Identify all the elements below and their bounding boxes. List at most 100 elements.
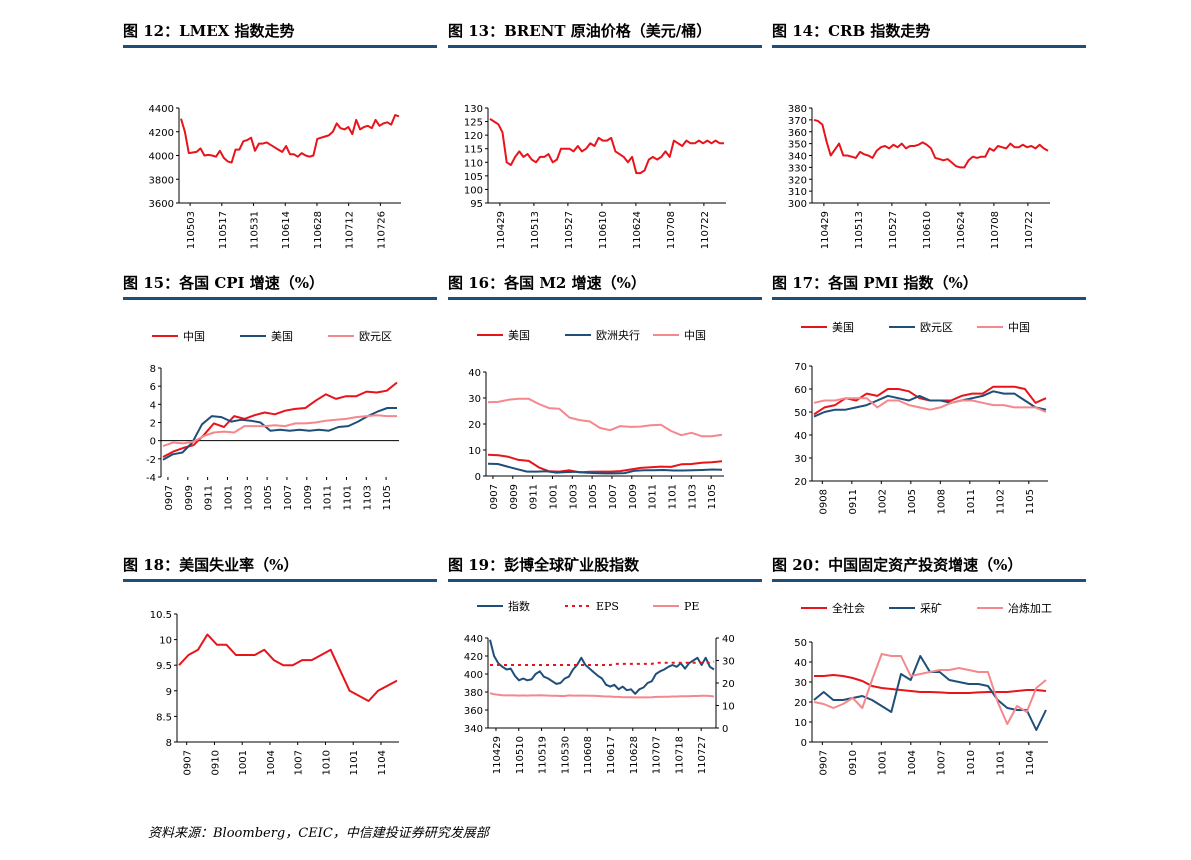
- chart-panel-m2: 图 16：各国 M2 增速（%） 0 10 20 30 40 0907 0909 0911 10…: [448, 271, 762, 541]
- x-tick-label: 110513: [854, 211, 865, 249]
- chart-title: 图 14：CRB 指数走势: [772, 22, 931, 40]
- x-tick-label: 1005: [263, 485, 274, 510]
- x-tick-label: 110712: [345, 211, 356, 249]
- x-tick-label: 0907: [818, 750, 829, 775]
- x-tick-label: 1003: [568, 484, 579, 509]
- y-tick-label: 4: [150, 400, 156, 411]
- chart-title: 图 15：各国 CPI 增速（%）: [123, 274, 325, 292]
- y-tick-label: 20: [468, 420, 481, 431]
- x-tick-label: 0911: [848, 489, 859, 514]
- x-tick-label: 1010: [966, 750, 977, 775]
- y-tick-label: 40: [468, 368, 481, 379]
- x-tick-label: 0907: [489, 484, 500, 509]
- y-tick-label: 0: [150, 437, 156, 448]
- y-tick-label: 0: [475, 472, 481, 483]
- y-tick-label: 8.5: [156, 712, 172, 723]
- x-tick-label: 1101: [667, 484, 678, 509]
- x-tick-label: 110707: [652, 736, 663, 774]
- y-tick-label: 340: [464, 724, 483, 735]
- series-line-s1: [162, 407, 397, 461]
- series-line-s1: [813, 390, 1047, 418]
- y-tick-label: 360: [464, 706, 483, 717]
- x-tick-label: 110610: [598, 211, 609, 249]
- y-tick-label: 100: [464, 185, 483, 196]
- x-tick-label: 110726: [376, 211, 387, 249]
- x-tick-label: 1011: [323, 485, 334, 510]
- y-tick-label: 340: [788, 152, 807, 163]
- y-tick-label: 300: [788, 199, 807, 210]
- x-tick-label: 110608: [583, 736, 594, 774]
- y-tick-label: 310: [788, 187, 807, 198]
- y-tick-label: 360: [788, 128, 807, 139]
- x-tick-label: 1005: [907, 489, 918, 514]
- x-tick-label: 1104: [1025, 750, 1036, 775]
- chart-panel-fixed-asset-investment: 图 20：中国固定资产投资增速（%） 0 10 20 30 40 50 0907 0910 10…: [772, 553, 1086, 823]
- x-tick-label: 110513: [530, 211, 541, 249]
- y-tick-label: 30: [794, 678, 807, 689]
- x-tick-label: 1101: [995, 750, 1006, 775]
- y-tick-label: 50: [794, 408, 807, 419]
- y-tick-label: 8: [166, 738, 172, 749]
- x-tick-label: 0909: [509, 484, 520, 509]
- legend-label: 美国: [508, 329, 530, 342]
- y-tick-label: 8: [150, 364, 156, 375]
- x-tick-label: 110727: [697, 736, 708, 774]
- y-tick-label: 380: [464, 688, 483, 699]
- series-line-s2: [162, 414, 397, 448]
- y-tick-label: 105: [464, 172, 483, 183]
- x-tick-label: 1105: [707, 484, 718, 509]
- legend-label: 美国: [271, 330, 293, 343]
- y-tick-label: 10: [468, 446, 481, 457]
- x-tick-label: 110531: [250, 211, 261, 249]
- x-tick-label: 1007: [608, 484, 619, 509]
- x-tick-label: 110722: [700, 211, 711, 249]
- x-tick-label: 1105: [1025, 489, 1036, 514]
- y-tick-label: 350: [788, 140, 807, 151]
- y-tick-label: 3600: [149, 199, 174, 210]
- title-rule: [123, 579, 437, 582]
- x-tick-label: 1005: [588, 484, 599, 509]
- y-tick-label: 60: [794, 385, 807, 396]
- y-tick-label: 330: [788, 163, 807, 174]
- x-tick-label: 1009: [303, 485, 314, 510]
- x-tick-label: 110628: [313, 211, 324, 249]
- legend-label: 中国: [684, 329, 706, 342]
- chart-title: 图 18：美国失业率（%）: [123, 556, 299, 574]
- y-tick-label: 50: [794, 638, 807, 649]
- y-tick-label: 9.5: [156, 661, 172, 672]
- legend-label: 欧洲央行: [596, 329, 640, 342]
- x-tick-label: 110429: [496, 211, 507, 249]
- x-tick-label: 1001: [877, 750, 888, 775]
- y-tick-label: 115: [464, 145, 483, 156]
- series-line-s2: [489, 692, 715, 699]
- y-tick-label: 125: [464, 118, 483, 129]
- x-tick-label: 1011: [648, 484, 659, 509]
- x-tick-label: 110628: [629, 736, 640, 774]
- y2-tick-label: 0: [722, 724, 728, 735]
- x-tick-label: 0910: [848, 750, 859, 775]
- legend-label: 欧元区: [359, 330, 392, 343]
- title-rule: [772, 579, 1086, 582]
- x-tick-label: 110527: [564, 211, 575, 249]
- x-tick-label: 1103: [687, 484, 698, 509]
- y-tick-label: 9: [166, 687, 172, 698]
- legend-label: 中国: [1008, 321, 1030, 334]
- series-line-s0: [814, 674, 1047, 694]
- y-tick-label: 420: [464, 652, 483, 663]
- m2-chart: 0 10 20 30 40 0907 0909 0911 1001 1003 1005 1007 100…: [468, 329, 724, 509]
- title-rule: [123, 45, 437, 48]
- x-tick-label: 0911: [204, 485, 215, 510]
- x-tick-label: 1101: [349, 750, 360, 775]
- y-tick-label: 10: [794, 718, 807, 729]
- y-tick-label: 20: [794, 477, 807, 488]
- chart-title: 图 16：各国 M2 增速（%）: [448, 274, 646, 292]
- x-tick-label: 0910: [210, 750, 221, 775]
- x-tick-label: 110517: [218, 211, 229, 249]
- x-tick-label: 1004: [907, 750, 918, 775]
- x-tick-label: 1010: [321, 750, 332, 775]
- legend-label: PE: [684, 600, 699, 613]
- x-tick-label: 1104: [377, 750, 388, 775]
- y-tick-label: 440: [464, 634, 483, 645]
- x-tick-label: 1103: [362, 485, 373, 510]
- x-tick-label: 1011: [966, 489, 977, 514]
